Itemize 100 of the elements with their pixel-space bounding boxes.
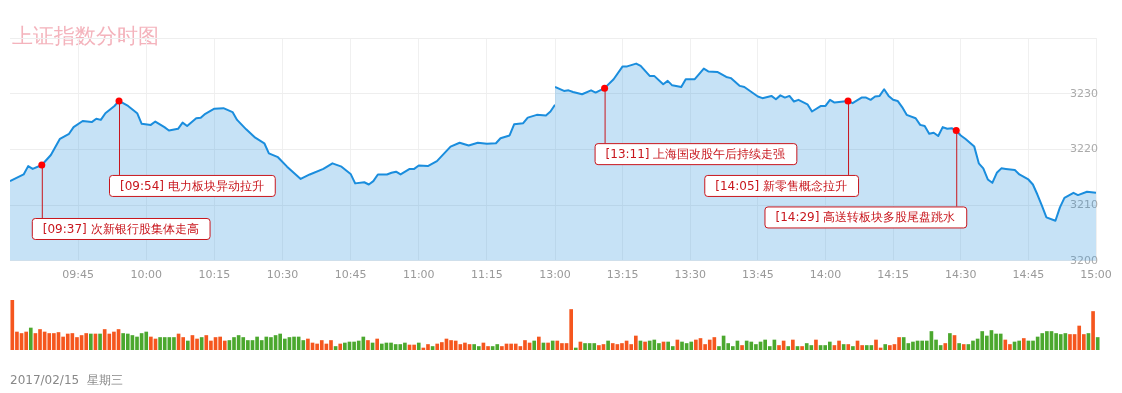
bar xyxy=(89,333,93,350)
bar xyxy=(948,333,952,350)
text: 2017/02/15 星期三 xyxy=(10,372,123,389)
annotation: [09:37] 次新银行股集体走高 xyxy=(42,221,199,236)
bar xyxy=(185,340,190,350)
bar xyxy=(652,339,657,350)
bar xyxy=(523,340,527,350)
bar xyxy=(791,339,795,350)
bar xyxy=(172,337,176,350)
bar xyxy=(47,333,52,350)
bar xyxy=(38,329,42,350)
bar xyxy=(837,340,841,350)
bar xyxy=(199,337,204,350)
bar xyxy=(920,340,925,350)
bar xyxy=(694,339,698,350)
bar xyxy=(232,337,236,350)
bar xyxy=(476,346,481,350)
y-tick-label: 3210 xyxy=(1070,197,1098,211)
bar xyxy=(98,333,102,350)
bar xyxy=(597,345,601,350)
bar xyxy=(241,337,246,350)
bar xyxy=(555,340,560,350)
annotation: [14:05] 新零售概念拉升 xyxy=(715,178,848,193)
x-tick-label: 14:00 xyxy=(809,268,842,282)
bar xyxy=(398,344,403,350)
bar xyxy=(84,333,89,350)
bar xyxy=(366,340,370,350)
bar xyxy=(453,340,458,350)
bar xyxy=(1068,334,1072,350)
bar xyxy=(458,344,463,350)
bar xyxy=(204,335,209,350)
bar xyxy=(416,342,421,350)
bar xyxy=(998,333,1003,350)
bar xyxy=(1058,334,1063,350)
bar xyxy=(292,336,296,350)
bar xyxy=(1021,338,1026,350)
bar xyxy=(592,343,597,350)
bar xyxy=(864,345,869,350)
bar xyxy=(10,300,15,350)
bar xyxy=(620,343,624,350)
bar xyxy=(532,340,537,350)
y-tick-label: 3230 xyxy=(1070,86,1098,100)
x-tick-label: 13:00 xyxy=(539,268,571,282)
x-tick-label: 14:30 xyxy=(944,268,977,282)
bar xyxy=(957,343,961,350)
bar xyxy=(1091,311,1095,350)
bar xyxy=(329,340,333,350)
bar xyxy=(259,340,264,350)
bar xyxy=(500,346,504,350)
bar xyxy=(343,342,347,350)
bar xyxy=(1003,339,1008,350)
bar xyxy=(495,344,500,350)
bar xyxy=(435,343,440,350)
bar xyxy=(823,345,828,350)
bar xyxy=(65,333,70,350)
bar xyxy=(162,337,167,350)
bar xyxy=(306,338,310,350)
bar xyxy=(670,346,675,350)
x-tick-label: 13:30 xyxy=(674,268,707,282)
bar xyxy=(971,340,975,350)
bar xyxy=(412,344,416,350)
bar xyxy=(961,344,966,350)
bar xyxy=(901,337,906,350)
bar xyxy=(749,341,754,350)
bar xyxy=(897,337,901,350)
bar xyxy=(606,340,610,350)
bar xyxy=(647,340,652,350)
annotation: [14:29] 高送转板块多股尾盘跳水 xyxy=(775,210,956,225)
bar xyxy=(804,343,809,350)
bar xyxy=(269,337,273,350)
x-tick-label: 14:45 xyxy=(1012,268,1045,282)
bar xyxy=(338,343,343,350)
bar xyxy=(680,341,684,350)
bar xyxy=(24,331,28,350)
bar xyxy=(1040,333,1045,350)
bar xyxy=(319,340,324,350)
annotation: [13:11] 上海国改股午后持续走强 xyxy=(605,146,786,161)
x-tick-label: 13:45 xyxy=(742,268,774,282)
bar xyxy=(827,341,832,350)
bar xyxy=(107,333,112,350)
bar xyxy=(814,339,818,350)
y-tick-label: 3200 xyxy=(1070,253,1098,267)
bar xyxy=(546,342,550,350)
bar xyxy=(1077,325,1082,350)
bar xyxy=(800,346,804,350)
bar xyxy=(222,340,227,350)
x-tick-label: 10:00 xyxy=(130,268,163,282)
bar xyxy=(144,331,149,350)
annotation: [09:54] 电力板块异动拉升 xyxy=(120,178,264,193)
bar xyxy=(1095,337,1100,350)
bar xyxy=(513,343,518,350)
bar xyxy=(689,341,694,350)
bar xyxy=(135,336,139,350)
bar xyxy=(980,331,985,350)
bar xyxy=(777,345,781,350)
bar xyxy=(740,345,744,350)
bar xyxy=(375,338,380,350)
bar xyxy=(361,336,366,350)
bar xyxy=(28,327,33,350)
bar xyxy=(278,333,283,350)
